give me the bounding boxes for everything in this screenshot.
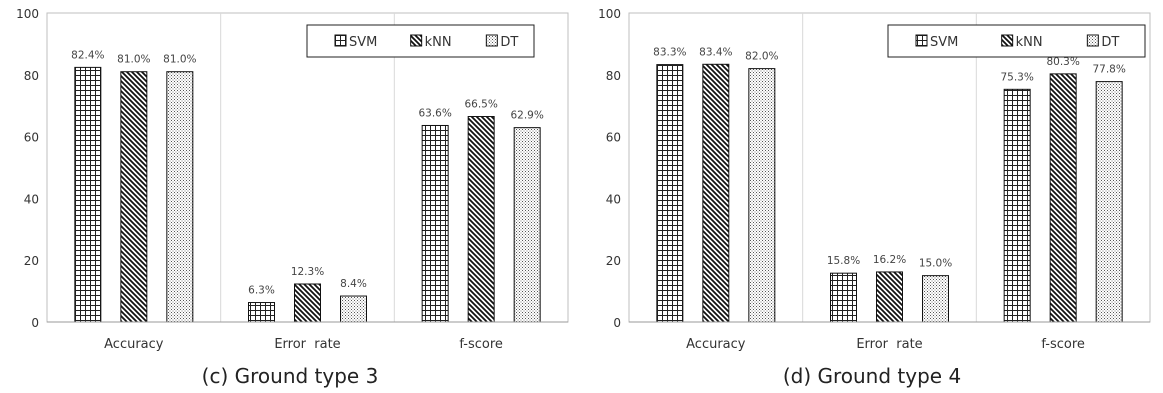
bar-data-label: 16.2% bbox=[873, 254, 906, 266]
bar-data-label: 15.0% bbox=[919, 258, 952, 270]
bar-data-label: 63.6% bbox=[418, 107, 451, 119]
legend-swatch-dt bbox=[485, 34, 498, 47]
chart-caption: (d) Ground type 4 bbox=[782, 364, 962, 388]
y-tick-label: 0 bbox=[31, 316, 39, 330]
y-tick-label: 0 bbox=[613, 316, 621, 330]
x-category-label: Accuracy bbox=[686, 337, 746, 352]
bar-svm bbox=[1003, 88, 1031, 323]
bar-data-label: 6.3% bbox=[248, 285, 275, 297]
legend-label: DT bbox=[1101, 35, 1119, 50]
y-tick-label: 60 bbox=[24, 131, 39, 145]
chart-caption: (c) Ground type 3 bbox=[201, 364, 379, 388]
legend-swatch-svm bbox=[334, 34, 347, 47]
legend-swatch-svm bbox=[915, 34, 928, 47]
y-tick-label: 100 bbox=[598, 7, 621, 21]
bar-svm bbox=[830, 272, 857, 323]
bar-svm bbox=[248, 302, 275, 323]
y-tick-label: 40 bbox=[24, 192, 39, 206]
chart-panel-ground-type-3: 0 20 40 60 80 100 Accuracy Error rate f-score 82.… bbox=[0, 0, 580, 393]
legend-swatch-dt bbox=[1086, 34, 1099, 47]
bar-knn bbox=[876, 271, 903, 323]
bar-data-label: 75.3% bbox=[1000, 71, 1033, 83]
x-category-label: f-score bbox=[459, 337, 503, 352]
bar-data-label: 8.4% bbox=[340, 278, 367, 290]
chart-panel-ground-type-4: 0 20 40 60 80 100 Accuracy Error rate f-score 83.… bbox=[582, 0, 1162, 393]
bar-data-label: 15.8% bbox=[827, 255, 860, 267]
x-category-label: Error rate bbox=[856, 337, 922, 352]
bar-data-label: 66.5% bbox=[464, 99, 497, 111]
bar-chart-ground-type-3: 0 20 40 60 80 100 Accuracy Error rate f-score 82.… bbox=[16, 7, 569, 352]
legend-label: SVM bbox=[349, 35, 377, 50]
bar-data-label: 83.3% bbox=[653, 47, 686, 59]
legend-box bbox=[887, 24, 1146, 58]
bar-dt bbox=[1095, 81, 1123, 323]
y-tick-label: 20 bbox=[24, 254, 39, 268]
bar-dt bbox=[748, 68, 776, 323]
legend-label: DT bbox=[500, 35, 518, 50]
legend-swatch-knn bbox=[410, 34, 423, 47]
bar-knn bbox=[702, 63, 730, 323]
x-category-label: Error rate bbox=[274, 337, 340, 352]
legend-label: kNN bbox=[1016, 35, 1043, 50]
bar-knn bbox=[294, 283, 321, 323]
y-tick-label: 40 bbox=[606, 192, 621, 206]
bar-data-label: 81.0% bbox=[117, 54, 150, 66]
bar-svm bbox=[421, 124, 449, 323]
bar-dt bbox=[922, 275, 949, 323]
bar-data-label: 81.0% bbox=[163, 54, 196, 66]
bar-knn bbox=[120, 71, 148, 323]
bar-svm bbox=[74, 66, 102, 323]
bar-data-label: 82.0% bbox=[745, 51, 778, 63]
bar-chart-ground-type-4: 0 20 40 60 80 100 Accuracy Error rate f-score 83.… bbox=[598, 7, 1151, 352]
bar-knn bbox=[1049, 73, 1077, 323]
bar-data-label: 82.4% bbox=[71, 49, 104, 61]
x-category-label: Accuracy bbox=[104, 337, 164, 352]
y-tick-label: 80 bbox=[24, 69, 39, 83]
bar-knn bbox=[467, 116, 495, 323]
bar-data-label: 83.4% bbox=[699, 46, 732, 58]
x-category-label: f-score bbox=[1041, 337, 1085, 352]
y-tick-label: 20 bbox=[606, 254, 621, 268]
y-tick-label: 80 bbox=[606, 69, 621, 83]
bar-dt bbox=[166, 71, 194, 323]
legend-swatch-knn bbox=[1001, 34, 1014, 47]
legend-label: SVM bbox=[930, 35, 958, 50]
bar-data-label: 80.3% bbox=[1046, 56, 1079, 68]
bar-data-label: 77.8% bbox=[1092, 64, 1125, 76]
bar-data-label: 12.3% bbox=[291, 266, 324, 278]
bar-svm bbox=[656, 64, 684, 323]
bar-dt bbox=[340, 295, 367, 323]
bar-dt bbox=[513, 127, 541, 323]
y-tick-label: 100 bbox=[16, 7, 39, 21]
legend-label: kNN bbox=[425, 35, 452, 50]
bar-data-label: 62.9% bbox=[510, 110, 543, 122]
y-tick-label: 60 bbox=[606, 131, 621, 145]
